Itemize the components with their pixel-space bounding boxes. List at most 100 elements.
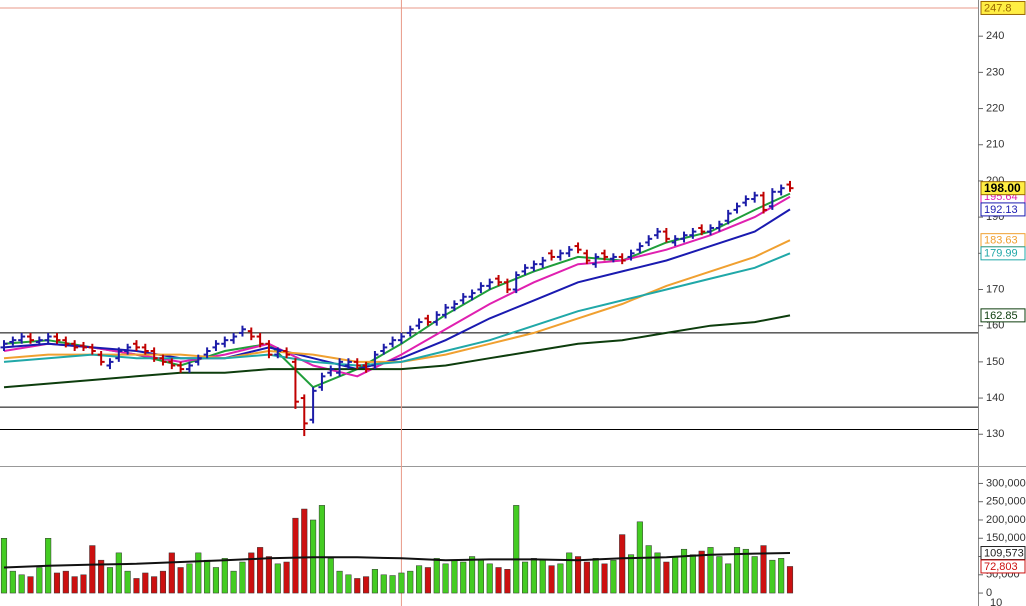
volume-bar	[9, 570, 16, 594]
volume-bar	[460, 561, 467, 594]
ma-value-label: 162.85	[980, 308, 1026, 323]
last-volume-label-box	[980, 559, 1026, 574]
y-tick-label: 210	[986, 139, 1004, 151]
volume-bar	[725, 563, 732, 594]
ma-value-label-box	[980, 246, 1026, 261]
ma-value-label: 192.13	[980, 202, 1026, 217]
volume-bar	[442, 563, 449, 594]
volume-bar	[592, 558, 599, 594]
volume-bar	[548, 565, 555, 594]
volume-bar	[733, 547, 741, 594]
last-price-label-box	[980, 181, 1026, 196]
last-volume-label: 72,803	[980, 559, 1026, 574]
y-tick-label: 140	[986, 392, 1004, 404]
ma-value-label-box	[980, 202, 1026, 217]
volume-bar	[354, 578, 361, 594]
volume-tick-label: 200,000	[986, 514, 1026, 526]
volume-bar	[574, 556, 582, 594]
volume-bar	[318, 505, 325, 594]
volume-bar	[177, 567, 184, 594]
volume-bar	[716, 556, 723, 594]
ma-value-label: 179.99	[980, 246, 1026, 261]
volume-bar	[513, 505, 520, 594]
volume-bar	[619, 534, 626, 594]
ma-value-label-text: 192.13	[984, 204, 1018, 216]
volume-bar	[495, 567, 502, 594]
volume-bar	[18, 574, 25, 594]
volume-bar	[627, 554, 635, 594]
volume-bar	[769, 559, 776, 594]
volume-bar	[610, 559, 617, 594]
volume-bar	[539, 559, 546, 594]
y-tick-label: 170	[986, 283, 1004, 295]
volume-bar	[486, 563, 493, 594]
volume-ma-label-text: 109,573	[984, 547, 1024, 559]
volume-bar	[433, 558, 440, 594]
lower-pane-tick: 10	[990, 597, 1002, 606]
volume-bar	[292, 517, 299, 594]
volume-bar	[89, 545, 96, 594]
y-tick-label: 240	[986, 30, 1004, 42]
volume-bar	[680, 548, 688, 594]
crosshair-label: 247.8	[980, 0, 1026, 15]
crosshair-label-text: 247.8	[984, 2, 1012, 14]
volume-bar	[106, 567, 114, 594]
volume-bar	[786, 566, 794, 594]
volume-bar	[707, 547, 714, 594]
volume-bar	[522, 561, 529, 594]
volume-bar	[742, 548, 749, 594]
volume-bar	[363, 576, 370, 594]
volume-bar	[530, 558, 537, 594]
volume-bar	[566, 552, 573, 594]
volume-bar	[557, 563, 564, 594]
last-price-label: 198.00	[980, 181, 1026, 196]
volume-tick-label: 150,000	[986, 532, 1026, 544]
volume-bar	[53, 572, 61, 594]
y-tick-label: 230	[986, 66, 1004, 78]
y-tick-label: 150	[986, 356, 1004, 368]
volume-bar	[451, 559, 458, 594]
volume-bar	[601, 563, 608, 594]
volume-bar	[477, 559, 484, 594]
volume-bar	[27, 576, 34, 594]
volume-bar	[195, 552, 202, 594]
volume-bar	[168, 552, 175, 594]
volume-bar	[239, 561, 246, 594]
volume-bar	[80, 574, 87, 594]
volume-ma-label: 109,573	[980, 546, 1026, 561]
volume-bar	[274, 563, 281, 594]
volume-bar	[663, 561, 670, 594]
volume-bar	[698, 550, 705, 594]
volume-bar	[645, 545, 652, 594]
volume-bar	[204, 559, 211, 594]
volume-bar	[751, 556, 758, 594]
volume-bar	[345, 574, 352, 594]
y-tick-label: 130	[986, 428, 1004, 440]
ma-value-label-text: 183.63	[984, 235, 1018, 247]
y-tick-label: 160	[986, 320, 1004, 332]
volume-bar	[778, 558, 785, 594]
volume-tick-label: 0	[986, 587, 992, 599]
volume-bar	[0, 538, 8, 594]
volume-bar	[98, 559, 105, 594]
volume-bar	[504, 569, 511, 594]
volume-bar	[424, 567, 431, 594]
volume-bar	[336, 570, 343, 594]
volume-bar	[212, 567, 220, 594]
volume-bar	[389, 575, 396, 594]
volume-bar	[221, 558, 228, 594]
last-price-label-text: 198.00	[984, 181, 1021, 195]
volume-bar	[248, 552, 255, 594]
volume-bar	[257, 547, 264, 594]
volume-bar	[371, 569, 378, 594]
volume-bar	[71, 576, 78, 594]
volume-tick-label: 300,000	[986, 477, 1026, 489]
volume-bar	[416, 565, 423, 594]
ma-value-label: 183.63	[980, 233, 1026, 248]
y-tick-label: 220	[986, 102, 1004, 114]
volume-bar	[151, 576, 158, 594]
volume-bar	[301, 508, 308, 594]
